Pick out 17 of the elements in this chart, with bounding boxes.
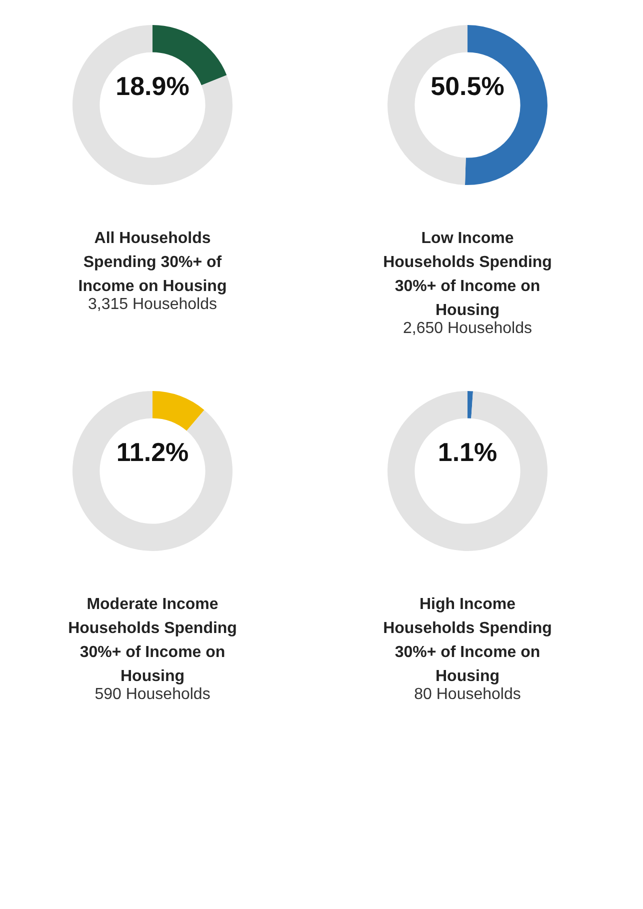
text: 590 Households	[94, 686, 210, 703]
donut-slice	[152, 391, 204, 431]
data-label: 1.1%	[438, 437, 498, 467]
text: Low Income Households Spending 30%+ of Income on Housing	[383, 230, 552, 319]
donut-slice	[72, 391, 232, 551]
text: 3,315 Households	[88, 296, 217, 313]
donut-slice	[468, 391, 474, 418]
donut-slice	[388, 391, 548, 551]
data-label: 18.9%	[116, 71, 190, 101]
text: 80 Households	[414, 686, 521, 703]
text: 2,650 Households	[403, 320, 532, 337]
data-label: 50.5%	[430, 71, 504, 101]
donut-slice	[72, 25, 232, 185]
text: High Income Households Spending 30%+ of Income on Housing	[383, 596, 552, 685]
text: Moderate Income Households Spending 30%+ of Income on Housing	[68, 596, 237, 685]
data-label: 11.2%	[116, 437, 189, 467]
text: All Households Spending 30%+ of Income on Housing	[78, 230, 227, 295]
